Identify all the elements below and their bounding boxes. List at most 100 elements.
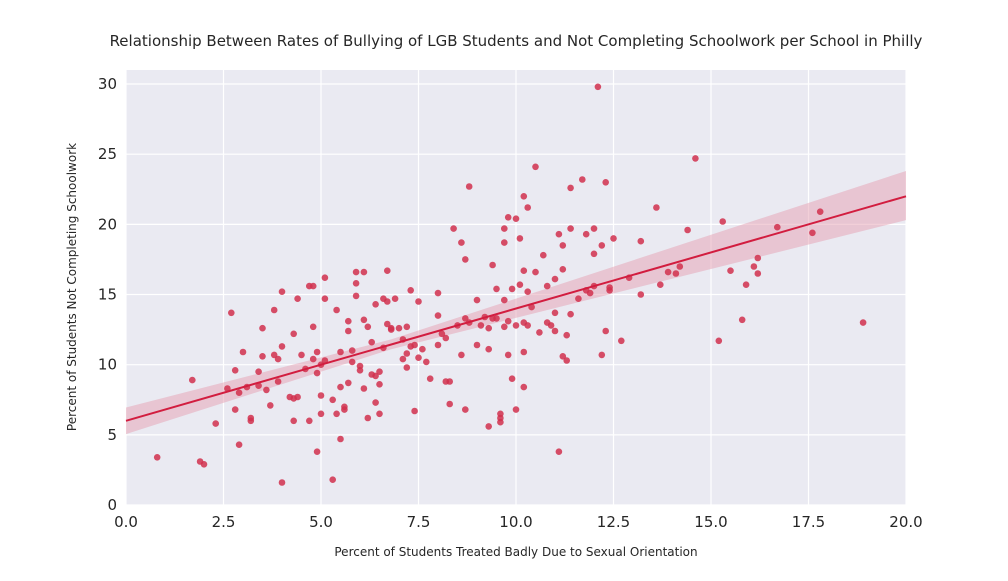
data-point [376,410,383,418]
data-point [352,268,360,276]
data-point [501,323,508,331]
data-point [270,351,278,359]
x-tick-label: 10.0 [499,513,532,531]
data-point [228,309,235,317]
data-point [446,378,454,385]
data-point [586,289,594,297]
y-tick-label: 5 [107,426,117,444]
data-point [309,355,317,363]
data-point [567,225,574,232]
data-point [309,282,317,290]
data-point [477,322,485,329]
data-point [559,266,567,273]
data-point [259,353,266,360]
data-point [278,343,286,350]
data-point [508,285,516,293]
data-point [384,298,391,305]
data-point [742,281,750,289]
data-point [434,312,442,319]
data-point [306,417,313,425]
data-point [313,448,321,456]
y-tick-label: 25 [98,145,117,163]
x-tick-label: 7.5 [407,513,431,531]
data-point [551,327,559,335]
data-point [504,351,512,359]
data-point [360,385,368,392]
data-point [575,295,582,303]
data-point [598,242,606,249]
data-point [750,263,758,270]
data-point [602,179,609,186]
data-point [212,420,219,427]
data-point [317,392,325,399]
data-point [415,354,422,362]
x-tick-label: 2.5 [212,513,236,531]
data-point [473,296,481,304]
data-point [341,406,348,413]
data-point [403,323,411,331]
x-tick-label: 15.0 [694,513,727,531]
data-point [692,155,699,162]
data-point [348,358,356,366]
data-point [774,223,781,231]
data-point [403,364,411,371]
data-point [290,417,298,425]
data-point [594,83,602,91]
data-point [563,357,570,364]
data-point [372,399,379,406]
data-point [754,270,762,277]
data-point [504,214,512,221]
data-point [274,378,282,385]
data-point [450,225,457,232]
data-point [809,229,816,237]
data-point [485,324,493,332]
data-point [524,322,531,329]
y-tick-label: 20 [98,215,117,233]
data-point [637,237,645,245]
data-point [426,375,434,383]
data-point [462,256,469,263]
data-point [313,348,321,356]
data-point [524,288,531,296]
data-point [508,375,516,383]
data-point [270,306,278,314]
data-point [462,406,469,413]
data-point [512,215,520,222]
data-point [337,348,344,356]
data-point [602,327,609,335]
data-point [255,368,262,376]
y-tick-label: 30 [98,75,117,93]
data-point [547,322,555,329]
data-point [313,369,321,377]
data-point [555,448,563,456]
data-point [391,295,399,303]
data-point [356,367,364,374]
data-point [372,372,379,380]
data-point [294,295,301,303]
data-point [532,163,539,171]
data-point [329,396,337,404]
data-point [290,330,298,338]
data-point [333,410,340,418]
confidence-band-group [126,171,906,435]
data-point [360,316,368,324]
data-point [512,406,520,413]
data-point [719,218,726,225]
confidence-band [126,171,906,435]
data-point [664,268,672,276]
data-point [337,383,344,391]
data-point [352,292,360,300]
data-point [516,281,524,289]
data-point [598,351,606,359]
data-point [419,345,426,353]
data-point [676,263,684,270]
data-point [501,225,508,232]
data-point [434,341,442,349]
data-point [489,261,496,269]
data-point [274,355,282,363]
data-point [458,239,465,246]
data-point [278,479,286,486]
data-point [384,267,391,275]
regression-line [125,195,907,422]
data-point [543,282,551,290]
